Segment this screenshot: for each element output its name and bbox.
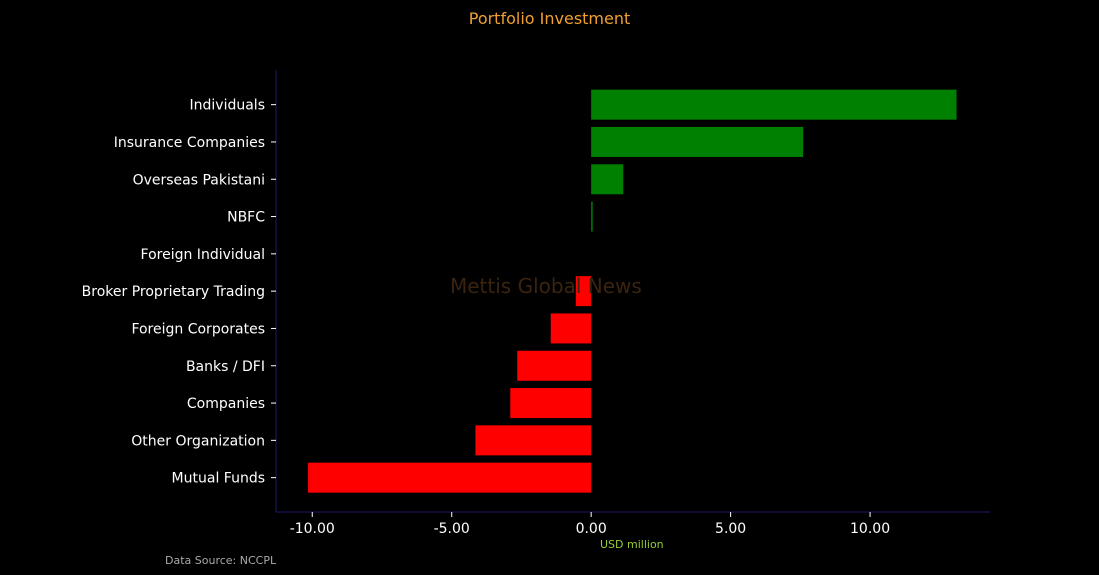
x-tick-label: 0.00	[576, 521, 607, 537]
bar-overseas-pakistani	[591, 164, 624, 195]
category-label-broker-proprietary-trading: Broker Proprietary Trading	[82, 284, 265, 300]
x-axis-ticks: -10.00 -5.00 0.00 5.00 10.00	[290, 512, 890, 537]
bar-companies	[510, 388, 592, 419]
bars-group	[308, 89, 957, 493]
category-label-mutual-funds: Mutual Funds	[172, 471, 265, 487]
bar-other-organization	[475, 425, 592, 456]
category-label-foreign-corporates: Foreign Corporates	[131, 321, 265, 337]
bar-banks-dfi	[517, 350, 592, 381]
x-tick-label: -5.00	[434, 521, 470, 537]
x-tick-label: -10.00	[290, 521, 335, 537]
watermark: Mettis Global News	[450, 274, 642, 298]
category-label-nbfc: NBFC	[227, 210, 265, 226]
category-label-banks-dfi: Banks / DFI	[186, 359, 265, 375]
bar-nbfc	[591, 201, 593, 232]
bar-insurance-companies	[591, 126, 804, 157]
category-label-foreign-individual: Foreign Individual	[141, 247, 265, 263]
category-labels: Individuals Insurance Companies Overseas P…	[82, 98, 276, 487]
bar-mutual-funds	[308, 462, 592, 493]
x-axis-label: USD million	[600, 538, 664, 551]
bar-broker-proprietary-trading	[575, 276, 592, 307]
chart-title: Portfolio Investment	[468, 9, 631, 28]
x-tick-label: 10.00	[850, 521, 890, 537]
category-label-individuals: Individuals	[190, 98, 265, 114]
category-label-insurance-companies: Insurance Companies	[114, 135, 265, 151]
category-label-overseas-pakistani: Overseas Pakistani	[133, 172, 265, 188]
data-source-note: Data Source: NCCPL	[165, 554, 277, 567]
bar-foreign-corporates	[550, 313, 592, 344]
bar-individuals	[591, 89, 957, 120]
x-tick-label: 5.00	[715, 521, 746, 537]
category-label-companies: Companies	[187, 396, 265, 412]
category-label-other-organization: Other Organization	[131, 433, 265, 449]
